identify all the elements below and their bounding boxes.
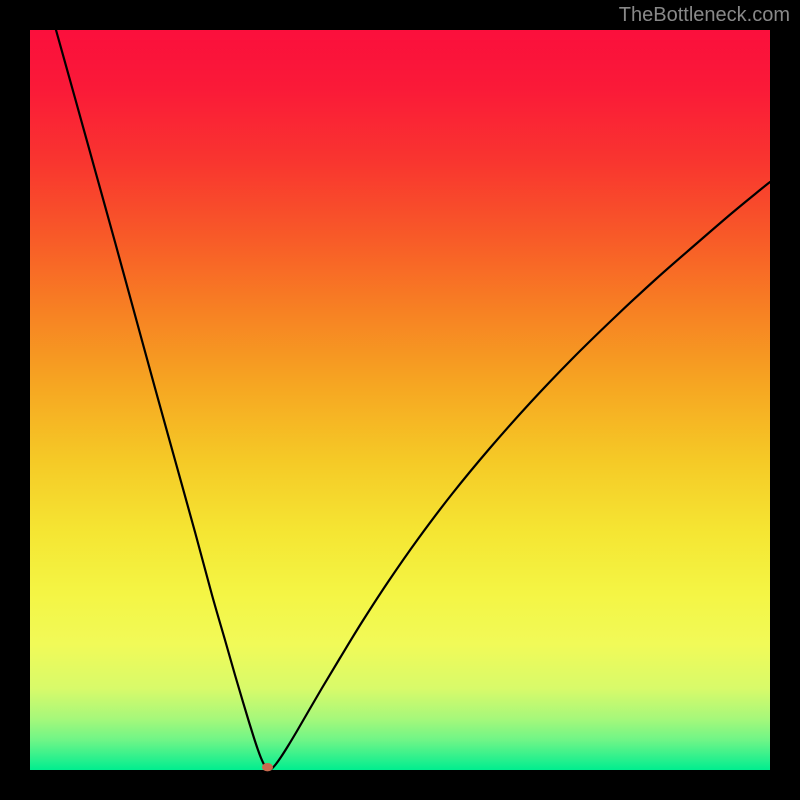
chart-container: TheBottleneck.com: [0, 0, 800, 800]
plot-background: [30, 30, 770, 770]
watermark-text: TheBottleneck.com: [619, 4, 790, 27]
chart-svg: [0, 0, 800, 800]
optimum-marker: [262, 763, 273, 771]
